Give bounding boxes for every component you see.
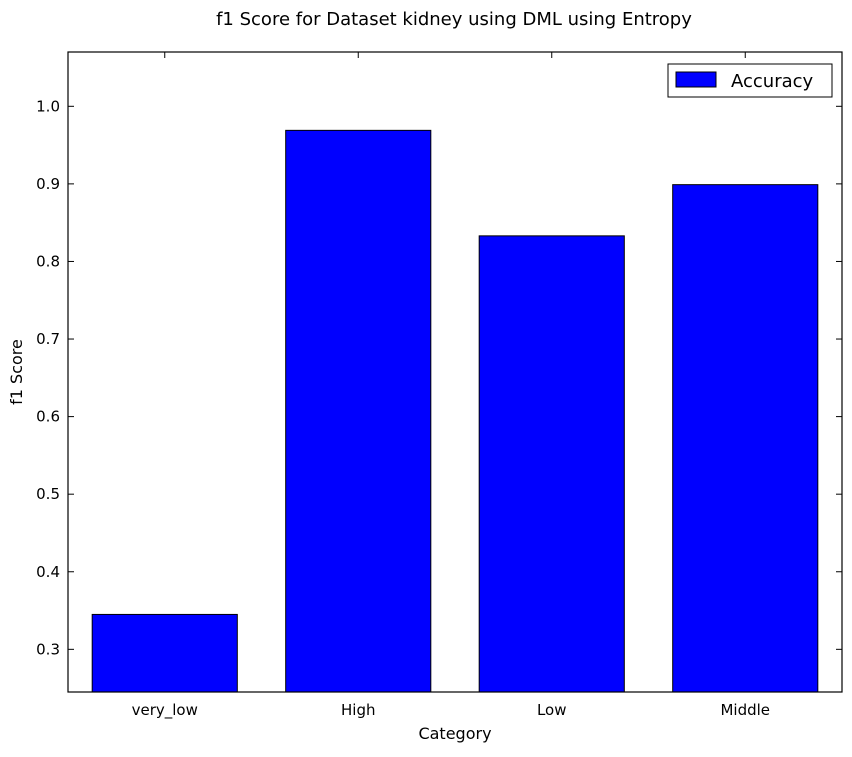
y-axis-label: f1 Score <box>7 339 26 405</box>
plot-area-frame <box>67 51 843 693</box>
y-tick-label: 0.8 <box>36 252 60 270</box>
bar-middle <box>672 184 819 693</box>
y-tick-label: 0.3 <box>36 640 60 658</box>
y-tick-label: 0.4 <box>36 563 60 581</box>
y-tick-label: 0.6 <box>36 408 60 426</box>
bar-very-low <box>91 613 238 693</box>
bar-low <box>478 235 625 693</box>
y-tick-label: 0.7 <box>36 330 60 348</box>
y-tick-label: 0.5 <box>36 485 60 503</box>
x-tick-label: very_low <box>132 701 198 720</box>
chart-title: f1 Score for Dataset kidney using DML us… <box>216 9 692 30</box>
y-tick-label: 0.9 <box>36 175 60 193</box>
x-tick-label: Middle <box>720 701 770 719</box>
x-tick-label: High <box>341 701 375 719</box>
y-tick-label: 1.0 <box>36 97 60 115</box>
legend: Accuracy <box>667 63 833 98</box>
legend-label: Accuracy <box>731 71 814 92</box>
ticks-layer: very_low High Low Middle 0.3 0.4 0.5 0.6 0.7 0.8 0… <box>36 52 842 720</box>
bars-layer <box>91 129 819 693</box>
bar-high <box>285 129 432 693</box>
legend-swatch <box>675 71 717 88</box>
x-axis-label: Category <box>418 724 491 743</box>
x-tick-label: Low <box>537 701 567 719</box>
